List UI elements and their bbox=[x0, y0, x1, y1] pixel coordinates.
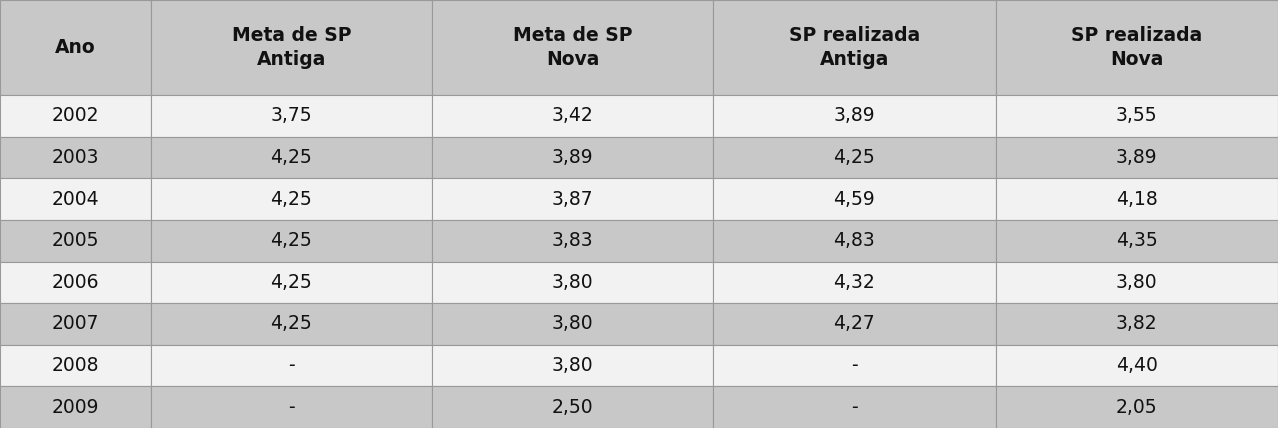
Text: -: - bbox=[288, 356, 295, 375]
Text: -: - bbox=[288, 398, 295, 417]
Text: 3,83: 3,83 bbox=[552, 231, 593, 250]
Text: 4,25: 4,25 bbox=[271, 231, 312, 250]
Text: 2007: 2007 bbox=[51, 315, 100, 333]
Text: 4,32: 4,32 bbox=[833, 273, 875, 292]
Bar bbox=[432, 137, 713, 178]
Text: 3,55: 3,55 bbox=[1116, 106, 1158, 125]
Bar bbox=[996, 262, 1278, 303]
Text: 3,89: 3,89 bbox=[833, 106, 875, 125]
Text: 4,25: 4,25 bbox=[271, 273, 312, 292]
Text: 3,87: 3,87 bbox=[552, 190, 593, 208]
Bar bbox=[151, 262, 432, 303]
Bar bbox=[151, 0, 432, 95]
Bar bbox=[996, 95, 1278, 137]
Bar bbox=[151, 345, 432, 386]
Text: 4,40: 4,40 bbox=[1116, 356, 1158, 375]
Text: Meta de SP
Nova: Meta de SP Nova bbox=[512, 26, 633, 69]
Text: 2005: 2005 bbox=[51, 231, 100, 250]
Bar bbox=[0, 178, 151, 220]
Bar bbox=[0, 303, 151, 345]
Bar bbox=[713, 386, 996, 428]
Text: 4,35: 4,35 bbox=[1116, 231, 1158, 250]
Text: 3,89: 3,89 bbox=[1116, 148, 1158, 167]
Bar bbox=[0, 262, 151, 303]
Bar bbox=[996, 386, 1278, 428]
Bar bbox=[713, 0, 996, 95]
Text: 2004: 2004 bbox=[51, 190, 100, 208]
Bar bbox=[432, 303, 713, 345]
Text: -: - bbox=[851, 398, 858, 417]
Bar bbox=[713, 178, 996, 220]
Text: 2006: 2006 bbox=[51, 273, 100, 292]
Text: 3,80: 3,80 bbox=[552, 273, 593, 292]
Text: 4,25: 4,25 bbox=[833, 148, 875, 167]
Text: 4,25: 4,25 bbox=[271, 148, 312, 167]
Bar bbox=[151, 137, 432, 178]
Text: 3,80: 3,80 bbox=[1116, 273, 1158, 292]
Bar bbox=[0, 386, 151, 428]
Text: -: - bbox=[851, 356, 858, 375]
Text: 3,82: 3,82 bbox=[1116, 315, 1158, 333]
Bar bbox=[432, 95, 713, 137]
Bar bbox=[996, 137, 1278, 178]
Text: SP realizada
Antiga: SP realizada Antiga bbox=[789, 26, 920, 69]
Text: SP realizada
Nova: SP realizada Nova bbox=[1071, 26, 1203, 69]
Text: 2002: 2002 bbox=[51, 106, 100, 125]
Bar bbox=[713, 95, 996, 137]
Bar bbox=[0, 95, 151, 137]
Text: 4,25: 4,25 bbox=[271, 190, 312, 208]
Bar bbox=[0, 137, 151, 178]
Bar bbox=[713, 137, 996, 178]
Bar bbox=[432, 0, 713, 95]
Bar bbox=[432, 345, 713, 386]
Text: Ano: Ano bbox=[55, 38, 96, 57]
Bar bbox=[0, 0, 151, 95]
Bar bbox=[996, 345, 1278, 386]
Text: 4,25: 4,25 bbox=[271, 315, 312, 333]
Bar bbox=[0, 220, 151, 262]
Bar bbox=[996, 0, 1278, 95]
Bar bbox=[0, 345, 151, 386]
Bar bbox=[432, 178, 713, 220]
Bar bbox=[996, 220, 1278, 262]
Bar bbox=[432, 220, 713, 262]
Bar bbox=[432, 262, 713, 303]
Text: 2003: 2003 bbox=[51, 148, 100, 167]
Bar bbox=[151, 220, 432, 262]
Text: 2,05: 2,05 bbox=[1116, 398, 1158, 417]
Bar bbox=[996, 303, 1278, 345]
Bar bbox=[996, 178, 1278, 220]
Text: 3,75: 3,75 bbox=[271, 106, 312, 125]
Text: Meta de SP
Antiga: Meta de SP Antiga bbox=[231, 26, 351, 69]
Text: 4,27: 4,27 bbox=[833, 315, 875, 333]
Bar bbox=[713, 262, 996, 303]
Bar bbox=[151, 303, 432, 345]
Text: 3,80: 3,80 bbox=[552, 356, 593, 375]
Bar bbox=[713, 220, 996, 262]
Bar bbox=[151, 386, 432, 428]
Text: 4,59: 4,59 bbox=[833, 190, 875, 208]
Text: 2008: 2008 bbox=[51, 356, 100, 375]
Bar bbox=[713, 303, 996, 345]
Bar bbox=[151, 95, 432, 137]
Bar bbox=[713, 345, 996, 386]
Text: 3,42: 3,42 bbox=[552, 106, 593, 125]
Text: 4,83: 4,83 bbox=[833, 231, 875, 250]
Text: 3,80: 3,80 bbox=[552, 315, 593, 333]
Bar bbox=[432, 386, 713, 428]
Text: 2,50: 2,50 bbox=[552, 398, 593, 417]
Text: 3,89: 3,89 bbox=[552, 148, 593, 167]
Text: 4,18: 4,18 bbox=[1116, 190, 1158, 208]
Text: 2009: 2009 bbox=[51, 398, 100, 417]
Bar bbox=[151, 178, 432, 220]
